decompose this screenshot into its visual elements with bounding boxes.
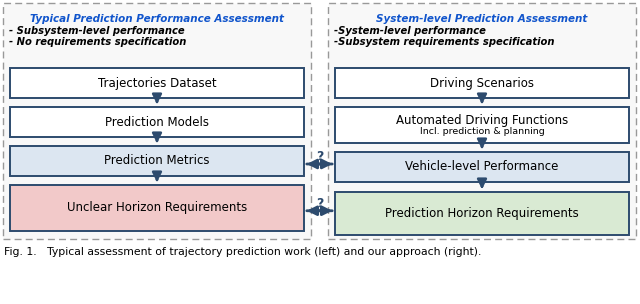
Bar — [328, 3, 636, 239]
Bar — [335, 68, 629, 98]
Bar — [335, 107, 629, 143]
Text: Unclear Horizon Requirements: Unclear Horizon Requirements — [67, 202, 247, 215]
Bar — [10, 185, 304, 231]
Bar — [3, 3, 311, 239]
Bar — [335, 192, 629, 235]
Bar — [10, 68, 304, 98]
Text: - Subsystem-level performance: - Subsystem-level performance — [9, 26, 184, 36]
Text: ?: ? — [316, 150, 323, 164]
Text: Prediction Models: Prediction Models — [105, 116, 209, 129]
Bar — [10, 107, 304, 137]
Text: Typical Prediction Performance Assessment: Typical Prediction Performance Assessmen… — [30, 14, 284, 24]
Text: Incl. prediction & planning: Incl. prediction & planning — [420, 127, 545, 136]
Text: System-level Prediction Assessment: System-level Prediction Assessment — [376, 14, 588, 24]
Bar — [335, 152, 629, 182]
Text: Trajectories Dataset: Trajectories Dataset — [98, 77, 216, 89]
Bar — [10, 146, 304, 176]
Text: Driving Scenarios: Driving Scenarios — [430, 77, 534, 89]
Text: -System-level performance: -System-level performance — [334, 26, 486, 36]
Text: Automated Driving Functions: Automated Driving Functions — [396, 114, 568, 127]
Text: -Subsystem requirements specification: -Subsystem requirements specification — [334, 37, 554, 47]
Text: ?: ? — [316, 197, 323, 210]
Text: Fig. 1.   Typical assessment of trajectory prediction work (left) and our approa: Fig. 1. Typical assessment of trajectory… — [4, 247, 481, 257]
Text: Prediction Horizon Requirements: Prediction Horizon Requirements — [385, 207, 579, 220]
Text: - No requirements specification: - No requirements specification — [9, 37, 186, 47]
Text: Prediction Metrics: Prediction Metrics — [104, 154, 210, 168]
Text: Vehicle-level Performance: Vehicle-level Performance — [405, 161, 559, 174]
